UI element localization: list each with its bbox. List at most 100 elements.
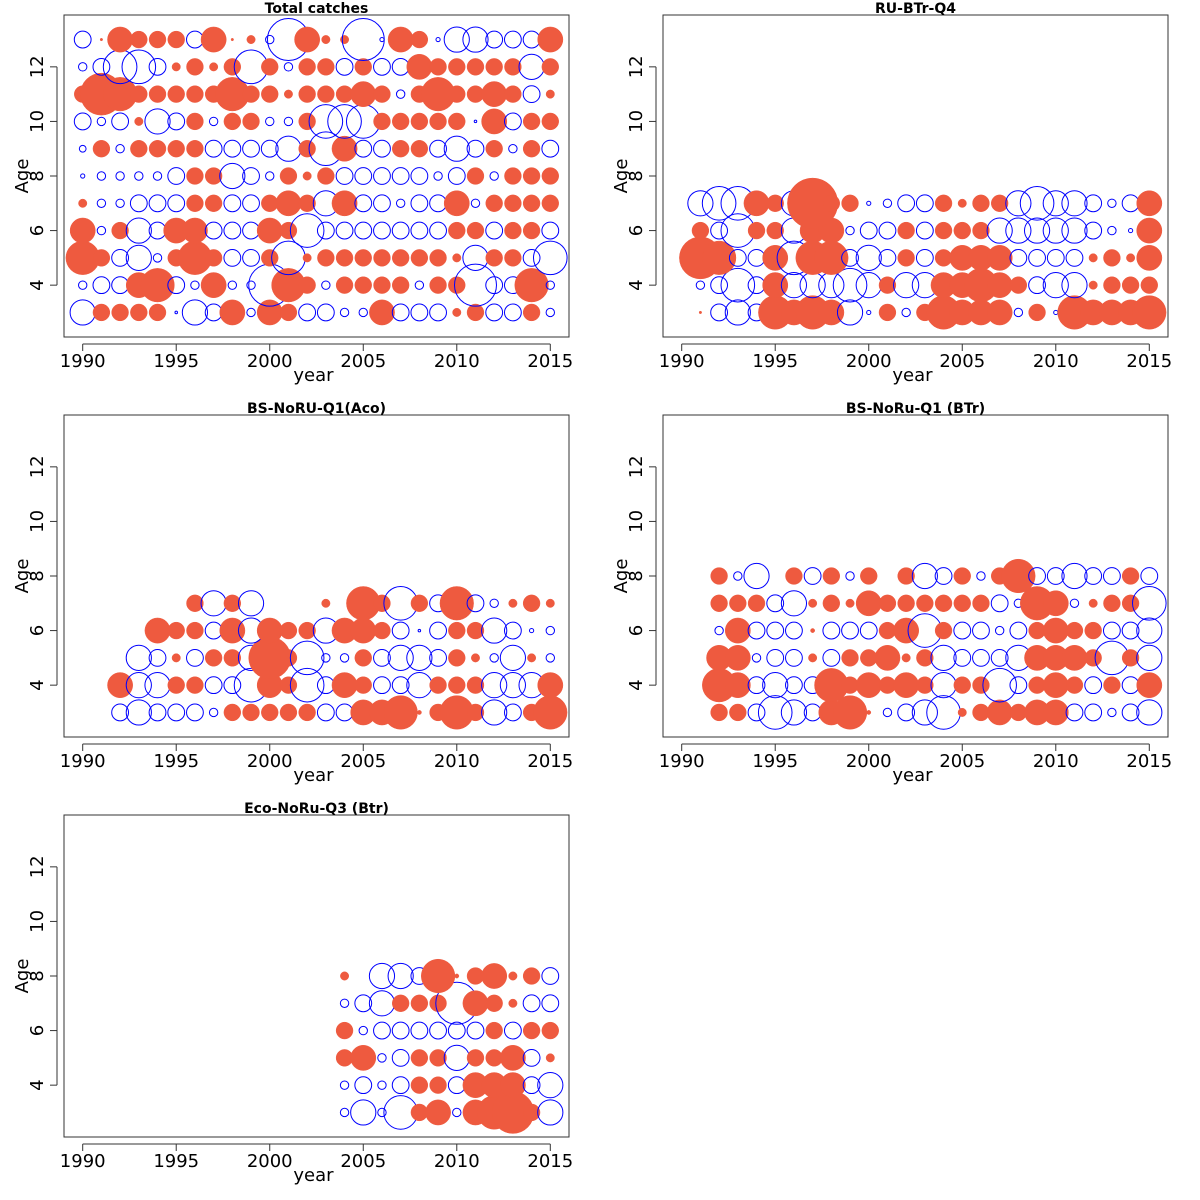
bubble-negative xyxy=(466,139,485,158)
bubble-positive xyxy=(223,58,241,76)
bubble-positive xyxy=(69,217,96,244)
bubble-positive xyxy=(279,221,298,240)
bubble-positive xyxy=(331,190,358,217)
x-tick-label: 2000 xyxy=(247,1151,293,1172)
bubble-positive xyxy=(448,58,466,76)
bubble-negative xyxy=(368,990,396,1017)
bubble-positive xyxy=(279,676,298,694)
bubble-negative xyxy=(1009,248,1028,267)
bubble-positive xyxy=(897,567,915,585)
bubble-positive xyxy=(724,617,751,644)
bubble-negative xyxy=(96,116,107,127)
bubble-positive xyxy=(261,703,279,722)
bubble-negative xyxy=(724,299,751,326)
bubble-positive xyxy=(934,194,953,212)
bubble-negative xyxy=(219,162,246,190)
bubble-negative xyxy=(518,53,545,80)
bubble-positive xyxy=(448,85,466,103)
bubble-negative xyxy=(930,644,957,671)
bubble-negative xyxy=(522,1048,541,1067)
bubble-positive xyxy=(522,112,541,131)
plot-frame xyxy=(662,414,1169,738)
bubble-positive xyxy=(1103,594,1121,612)
bubble-positive xyxy=(335,249,354,267)
bubble-negative xyxy=(785,676,803,695)
bubble-negative xyxy=(882,198,893,208)
bubble-negative xyxy=(358,307,368,318)
bubble-negative xyxy=(1005,190,1032,217)
bubble-positive xyxy=(298,85,316,103)
bubble-negative xyxy=(289,213,325,248)
bubble-positive xyxy=(527,653,537,663)
bubble-positive xyxy=(321,35,331,45)
bubble-positive xyxy=(1103,249,1121,267)
bubble-positive xyxy=(522,140,541,158)
bubble-negative xyxy=(92,57,111,76)
bubble-positive xyxy=(1088,253,1098,263)
bubble-positive xyxy=(957,198,967,208)
bubble-negative xyxy=(1028,567,1046,585)
bubble-negative xyxy=(1136,644,1163,671)
bubble-positive xyxy=(818,299,845,326)
bubble-positive xyxy=(953,221,971,240)
bubble-negative xyxy=(148,194,167,213)
y-tick-label: 12 xyxy=(626,55,647,78)
bubble-negative xyxy=(1042,190,1069,217)
panel-1: Total catches 1990 1995 2000 2005 2010 2015 yea… xyxy=(12,1,573,386)
bubble-negative xyxy=(882,707,893,718)
bubble-negative xyxy=(373,194,391,213)
bubble-negative xyxy=(915,221,934,240)
bubble-negative xyxy=(803,567,822,585)
bubble-negative xyxy=(121,49,157,85)
bubble-positive xyxy=(766,221,784,240)
bubble-negative xyxy=(743,562,770,590)
bubble-negative xyxy=(1042,217,1069,244)
bubble-positive xyxy=(481,108,508,135)
plot-frame xyxy=(63,14,570,338)
bubble-positive xyxy=(522,1021,541,1040)
bubble-positive xyxy=(219,299,246,326)
bubble-negative xyxy=(1013,307,1024,318)
bubble-positive xyxy=(410,594,429,612)
bubble-positive xyxy=(1042,672,1069,699)
bubble-negative xyxy=(489,598,499,608)
bubble-negative xyxy=(1136,617,1163,644)
bubble-negative xyxy=(695,280,706,290)
bubble-negative xyxy=(1084,567,1103,585)
bubble-positive xyxy=(186,594,204,612)
bubble-positive xyxy=(1009,276,1028,294)
bubble-positive xyxy=(130,140,148,158)
bubble-positive xyxy=(972,221,990,240)
bubble-negative xyxy=(1009,621,1028,640)
bubble-negative xyxy=(204,221,223,240)
bubble-positive xyxy=(186,194,204,212)
bubble-positive xyxy=(454,973,460,979)
bubble-negative xyxy=(167,112,186,131)
bubble-positive xyxy=(148,140,167,158)
bubble-negative xyxy=(406,672,433,699)
bubble-positive xyxy=(1121,276,1140,294)
bubble-negative xyxy=(289,667,325,703)
bubble-positive xyxy=(107,672,133,699)
bubble-positive xyxy=(167,676,185,694)
bubble-negative xyxy=(410,194,429,213)
bubble-negative xyxy=(1107,707,1117,718)
x-axis-label: year xyxy=(293,765,334,786)
bubble-positive xyxy=(1042,699,1069,726)
bubble-negative xyxy=(462,244,489,271)
bubble-negative xyxy=(915,248,934,267)
bubble-positive xyxy=(130,30,148,49)
bubble-positive xyxy=(392,112,410,131)
bubble-negative xyxy=(1136,699,1163,726)
bubble-negative xyxy=(866,200,872,206)
bubble-negative xyxy=(1069,598,1080,608)
bubble-negative xyxy=(1084,703,1103,722)
bubble-positive xyxy=(916,649,934,667)
bubble-negative xyxy=(265,116,275,127)
bubble-positive xyxy=(953,676,971,694)
bubble-positive xyxy=(1103,276,1121,294)
bubble-positive xyxy=(841,194,859,212)
bubble-negative xyxy=(934,567,953,585)
y-tick-label: 10 xyxy=(626,110,647,133)
bubble-positive xyxy=(466,221,485,240)
